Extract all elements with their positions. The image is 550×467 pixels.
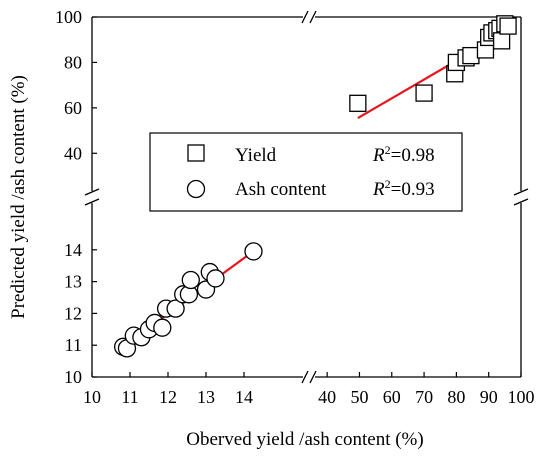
x-tick-label: 14 — [235, 387, 253, 407]
x-axis-title: Oberved yield /ash content (%) — [186, 429, 423, 450]
legend-ash-label: Ash content — [235, 179, 327, 200]
legend-yield-marker — [187, 144, 205, 162]
x-tick-label: 70 — [415, 387, 433, 407]
y-tick-label: 13 — [64, 272, 82, 292]
x-tick-label: 100 — [508, 387, 535, 407]
ash-point — [153, 318, 172, 337]
legend-yield-r2: R2=0.98 — [372, 143, 435, 166]
y-tick-label: 60 — [64, 98, 82, 118]
x-tick-label: 10 — [83, 387, 101, 407]
legend-ash-r2-value: =0.93 — [391, 179, 435, 200]
x-break-top-b — [309, 10, 317, 24]
y-break-left-b — [84, 198, 100, 206]
yield-point — [462, 46, 480, 65]
y-tick-label: 80 — [64, 52, 82, 72]
y-break-right-b — [513, 198, 529, 206]
yield-point — [492, 32, 511, 50]
y-tick-label: 100 — [55, 7, 82, 27]
legend-ash-marker — [186, 179, 206, 199]
axis-ticks: 10 11 12 13 14 40 50 60 70 80 90 100 10 11 12 13 14 40 60 8… — [55, 7, 535, 407]
legend-yield-label: Yield — [235, 145, 277, 166]
legend-yield-r2-value: =0.98 — [391, 145, 435, 166]
y-tick-label: 40 — [64, 143, 82, 163]
y-break-right-a — [513, 188, 529, 196]
yield-point — [415, 84, 433, 102]
ash-point — [166, 299, 185, 318]
x-break-bottom-a — [301, 370, 309, 384]
data-points — [114, 15, 517, 358]
x-tick-label: 80 — [447, 387, 465, 407]
plot-frame — [84, 10, 529, 384]
yield-point — [349, 94, 367, 112]
y-tick-label: 14 — [64, 240, 82, 260]
x-tick-label: 13 — [197, 387, 215, 407]
x-tick-label: 90 — [480, 387, 498, 407]
x-tick-label: 50 — [350, 387, 368, 407]
x-tick-label: 40 — [318, 387, 336, 407]
ash-point — [244, 242, 263, 261]
y-tick-label: 11 — [65, 335, 82, 355]
x-break-bottom-b — [309, 370, 317, 384]
x-tick-label: 60 — [383, 387, 401, 407]
yield-point — [499, 17, 517, 35]
ash-point — [181, 270, 200, 290]
ash-point — [206, 269, 225, 288]
y-tick-label: 10 — [64, 367, 82, 387]
y-break-left-a — [84, 188, 100, 196]
legend-ash-r2: R2=0.93 — [372, 177, 435, 200]
x-tick-label: 12 — [159, 387, 177, 407]
x-break-top-a — [301, 10, 309, 24]
legend: Yield R2=0.98 Ash content R2=0.93 — [149, 132, 463, 212]
x-tick-label: 11 — [121, 387, 138, 407]
y-axis-title: Predicted yield /ash content (%) — [8, 75, 29, 319]
y-tick-label: 12 — [64, 303, 82, 323]
